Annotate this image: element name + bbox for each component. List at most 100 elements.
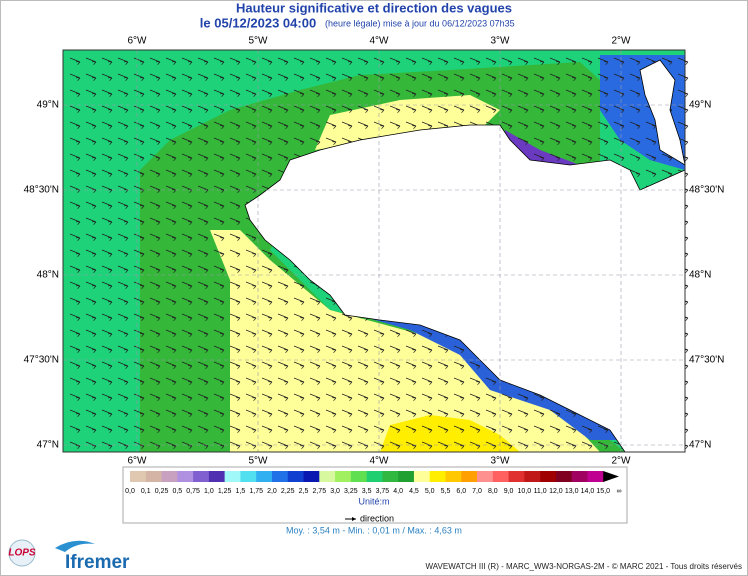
wave-arrow xyxy=(325,393,337,402)
wave-arrow xyxy=(165,169,177,178)
wave-arrow xyxy=(85,217,97,226)
wave-arrow xyxy=(213,313,225,322)
scale-swatch xyxy=(413,471,431,482)
wave-arrow xyxy=(645,169,657,178)
wave-arrow xyxy=(469,409,481,418)
wave-arrow xyxy=(229,441,241,450)
wave-arrow xyxy=(133,249,145,258)
wave-arrow xyxy=(101,153,113,162)
wave-arrow xyxy=(581,121,593,130)
wave-arrow xyxy=(405,361,417,370)
wave-arrow xyxy=(133,425,145,434)
wave-arrow xyxy=(213,345,225,354)
wave-arrow xyxy=(133,297,145,306)
wave-arrow xyxy=(245,73,257,82)
wave-arrow xyxy=(421,73,433,82)
scale-label: 3,5 xyxy=(362,488,372,495)
wave-arrow xyxy=(101,425,113,434)
wave-arrow xyxy=(341,105,353,114)
wave-arrow xyxy=(325,377,337,386)
wave-arrow xyxy=(181,217,193,226)
wave-arrow xyxy=(533,121,545,130)
wave-arrow xyxy=(245,121,257,130)
wave-arrow xyxy=(325,313,337,322)
wave-arrow xyxy=(229,297,241,306)
wave-arrow xyxy=(517,57,529,66)
wave-arrow xyxy=(149,345,161,354)
wave-arrow xyxy=(261,105,273,114)
wave-arrow xyxy=(293,105,305,114)
wave-arrow xyxy=(85,393,97,402)
wave-arrow xyxy=(485,105,497,114)
wave-arrow xyxy=(517,409,529,418)
wave-arrow xyxy=(325,137,337,146)
wave-arrow xyxy=(149,329,161,338)
lon-label-top: 6°W xyxy=(128,36,148,47)
wave-arrow xyxy=(597,73,609,82)
wave-arrow xyxy=(133,217,145,226)
wave-arrow xyxy=(165,201,177,210)
wave-arrow xyxy=(165,345,177,354)
wave-arrow xyxy=(565,73,577,82)
wave-arrow xyxy=(581,57,593,66)
wave-arrow xyxy=(277,297,289,306)
wave-arrow xyxy=(437,105,449,114)
wave-arrow xyxy=(213,249,225,258)
wave-arrow xyxy=(85,233,97,242)
wave-arrow xyxy=(261,121,273,130)
wave-arrow xyxy=(69,329,81,338)
wave-arrow xyxy=(117,201,129,210)
wave-arrow xyxy=(277,329,289,338)
wave-arrow xyxy=(341,73,353,82)
wave-arrow xyxy=(101,377,113,386)
wave-arrow xyxy=(117,249,129,258)
lat-label-right: 47°30'N xyxy=(689,355,724,366)
wave-arrow xyxy=(149,297,161,306)
wave-arrow xyxy=(149,377,161,386)
wave-arrow xyxy=(69,137,81,146)
wave-arrow xyxy=(69,441,81,450)
wave-arrow xyxy=(469,441,481,450)
wave-arrow xyxy=(133,105,145,114)
wave-arrow xyxy=(261,361,273,370)
scale-swatch xyxy=(224,471,241,482)
wave-arrow xyxy=(149,281,161,290)
wave-arrow xyxy=(229,57,241,66)
wave-arrow xyxy=(181,201,193,210)
scale-label: 2,0 xyxy=(267,488,277,495)
wave-arrow xyxy=(277,425,289,434)
wave-arrow xyxy=(453,89,465,98)
wave-arrow xyxy=(197,329,209,338)
wave-arrow xyxy=(501,57,513,66)
wave-arrow xyxy=(213,377,225,386)
scale-label: 0,0 xyxy=(125,488,135,495)
wave-arrow xyxy=(517,89,529,98)
wave-arrow xyxy=(149,217,161,226)
wave-arrow xyxy=(117,105,129,114)
wave-arrow xyxy=(229,217,241,226)
wave-arrow xyxy=(213,201,225,210)
scale-swatch xyxy=(461,471,478,482)
wave-arrow xyxy=(501,425,513,434)
wave-arrow xyxy=(213,137,225,146)
scale-swatch xyxy=(524,471,541,482)
scale-label: 2,25 xyxy=(281,488,295,495)
wave-arrow xyxy=(453,409,465,418)
lat-label-left: 48°N xyxy=(37,270,59,281)
wave-arrow xyxy=(517,73,529,82)
wave-arrow xyxy=(533,393,545,402)
wave-arrow xyxy=(165,105,177,114)
scale-label: 4,5 xyxy=(409,488,419,495)
wave-arrow xyxy=(197,105,209,114)
scale-label: 9,0 xyxy=(504,488,514,495)
wave-arrow xyxy=(277,121,289,130)
scale-swatch xyxy=(382,471,399,482)
wave-arrow xyxy=(309,441,321,450)
wave-arrow xyxy=(325,57,337,66)
wave-arrow xyxy=(293,441,305,450)
wave-arrow xyxy=(277,265,289,274)
lat-label-left: 47°N xyxy=(37,440,59,451)
wave-arrow xyxy=(213,57,225,66)
wave-arrow xyxy=(517,441,529,450)
scale-label: 4,0 xyxy=(393,488,403,495)
